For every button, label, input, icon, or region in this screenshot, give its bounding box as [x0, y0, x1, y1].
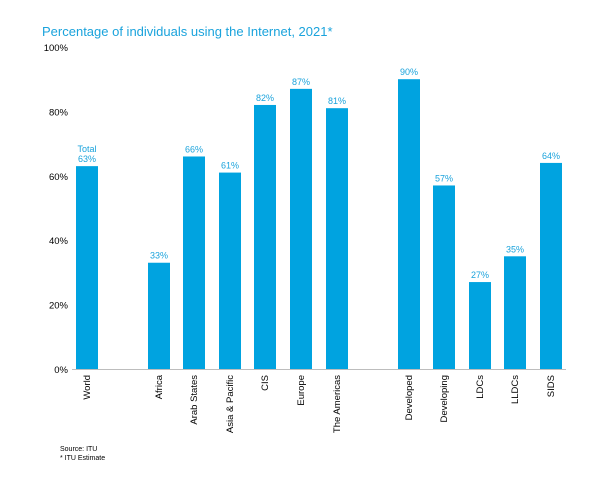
x-tick-label: Developing: [439, 375, 450, 423]
x-tick-label: CIS: [260, 375, 271, 391]
bar: [148, 262, 170, 369]
bar: [540, 162, 562, 369]
data-label: 63%: [78, 154, 96, 164]
bar: [469, 282, 491, 369]
estimate-note: * ITU Estimate: [60, 455, 106, 462]
data-label: 64%: [542, 151, 560, 161]
chart-notes: Source: ITU * ITU Estimate: [60, 445, 105, 463]
x-tick-label: Arab States: [189, 375, 200, 425]
data-label: 57%: [435, 173, 453, 183]
x-tick-label: LDCs: [475, 375, 486, 399]
y-tick-label: 40%: [49, 236, 69, 247]
data-label: 87%: [292, 77, 310, 87]
x-tick-label: SIDS: [546, 375, 557, 397]
data-label: 33%: [150, 251, 168, 261]
chart-title: Percentage of individuals using the Inte…: [42, 24, 333, 39]
data-label: 90%: [400, 67, 418, 77]
x-tick-label: Europe: [296, 375, 307, 406]
bar: [219, 172, 241, 369]
bar: [76, 166, 98, 369]
data-label: 82%: [256, 93, 274, 103]
bar: [290, 88, 312, 370]
y-tick-label: 20%: [49, 301, 69, 312]
data-label: 27%: [471, 270, 489, 280]
y-tick-label: 60%: [49, 172, 69, 183]
x-tick-label: Africa: [154, 374, 165, 399]
x-tick-label: World: [82, 375, 93, 400]
source-note: Source: ITU: [60, 446, 98, 453]
y-tick-label: 100%: [44, 43, 69, 54]
y-tick-label: 0%: [54, 365, 68, 376]
data-label: 81%: [328, 96, 346, 106]
y-tick-label: 80%: [49, 107, 69, 118]
annotation-label: Total: [77, 144, 96, 154]
bar: [504, 256, 526, 369]
x-tick-label: Developed: [404, 375, 415, 420]
bar: [398, 79, 420, 369]
x-tick-label: Asia & Pacific: [225, 375, 236, 433]
bar: [326, 108, 348, 370]
x-tick-label: LLDCs: [510, 375, 521, 404]
x-tick-label: The Americas: [332, 375, 343, 433]
bar: [433, 185, 455, 369]
bar: [254, 104, 276, 370]
data-label: 61%: [221, 161, 239, 171]
bar: [183, 156, 205, 369]
data-label: 35%: [506, 244, 524, 254]
data-label: 66%: [185, 144, 203, 154]
